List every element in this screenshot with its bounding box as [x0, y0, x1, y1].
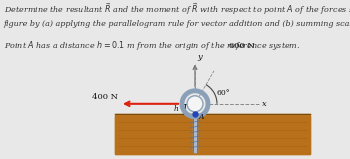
Text: x: x	[262, 100, 267, 108]
Text: 60°: 60°	[217, 90, 231, 97]
Polygon shape	[115, 114, 310, 154]
Text: A: A	[199, 113, 204, 121]
Text: h: h	[173, 105, 178, 113]
Polygon shape	[193, 104, 197, 152]
Text: 600 N: 600 N	[229, 42, 255, 50]
Text: y: y	[197, 53, 202, 61]
Text: 400 N: 400 N	[92, 93, 118, 101]
Polygon shape	[115, 116, 310, 154]
Text: figure by (a) applying the parallelogram rule for vector addition and (b) summin: figure by (a) applying the parallelogram…	[4, 21, 350, 28]
Text: Point $A$ has a distance $h = 0.1$ m from the origin of the reference system.: Point $A$ has a distance $h = 0.1$ m fro…	[4, 39, 300, 52]
Circle shape	[187, 96, 203, 112]
Polygon shape	[194, 104, 196, 152]
Text: Determine the resultant $\vec{R}$ and the moment of $\vec{R}$ with respect to po: Determine the resultant $\vec{R}$ and th…	[4, 2, 350, 17]
